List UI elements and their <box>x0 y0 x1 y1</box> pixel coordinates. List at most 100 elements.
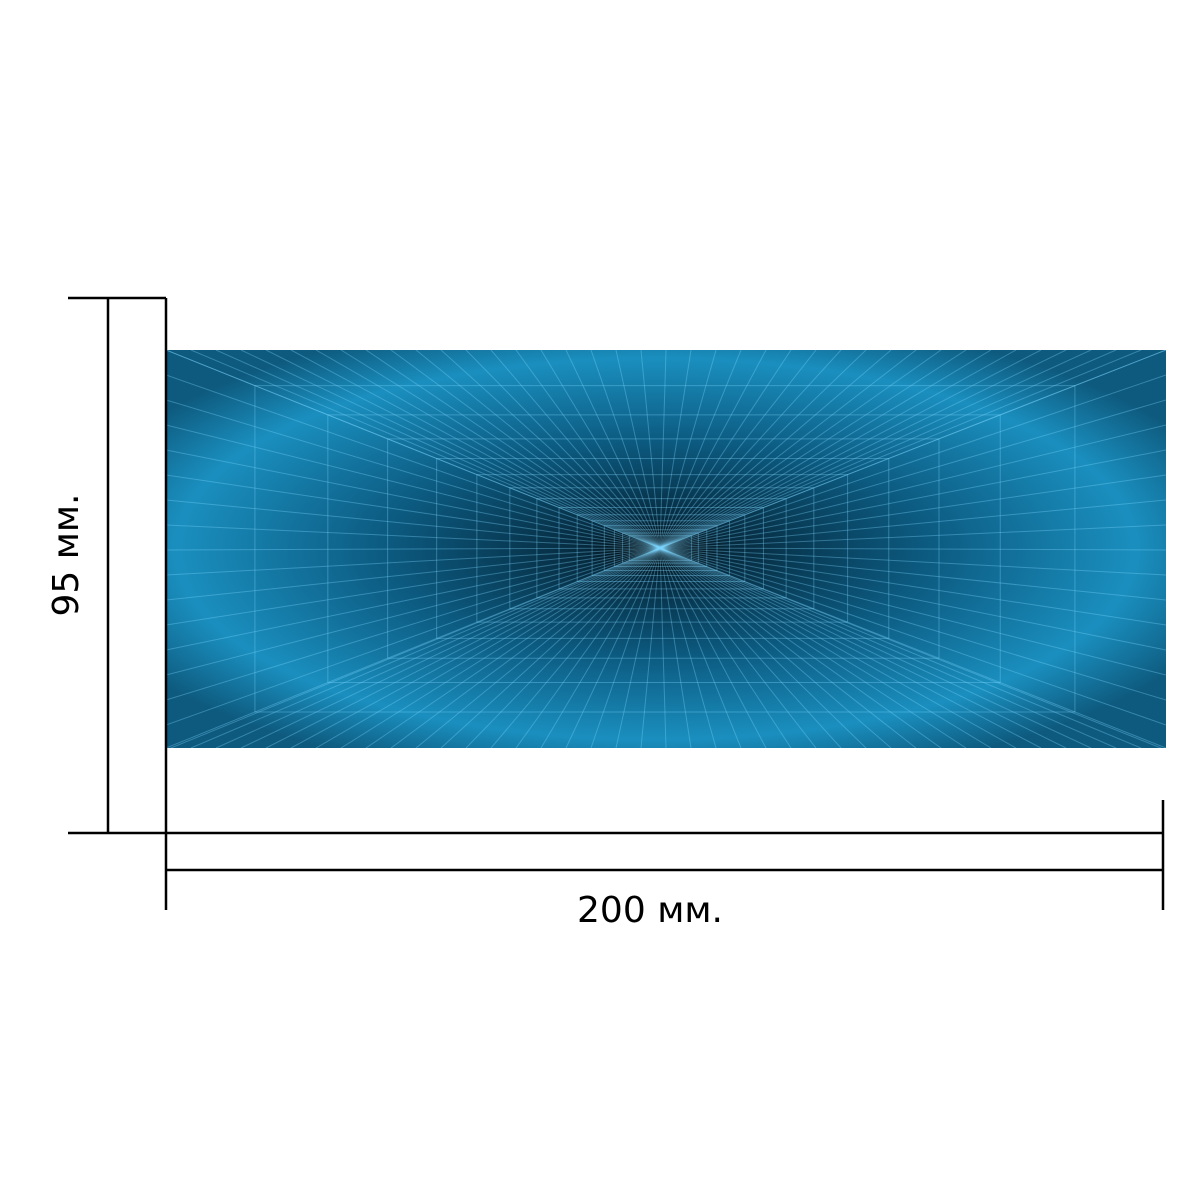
grid-line <box>440 350 661 549</box>
grid-line <box>615 547 661 748</box>
grid-line <box>166 547 661 748</box>
grid-line <box>659 350 1067 549</box>
grid-line <box>659 524 1166 549</box>
grid-line <box>490 350 661 549</box>
grid-line <box>659 350 1166 549</box>
grid-line <box>659 547 1163 748</box>
height-label: 95 мм. <box>46 493 87 616</box>
grid-line <box>415 350 661 549</box>
grid-line <box>659 547 1067 748</box>
grid-line <box>169 547 661 748</box>
grid-line <box>340 547 661 748</box>
grid-line <box>659 547 742 748</box>
grid-line <box>659 350 1017 549</box>
grid-line <box>540 350 661 549</box>
grid-line <box>659 350 942 549</box>
grid-line <box>659 547 1166 626</box>
grid-line <box>659 350 1166 549</box>
grid-line <box>590 350 661 549</box>
grid-line <box>659 350 917 549</box>
grid-line <box>659 350 817 549</box>
grid-line <box>659 547 1166 651</box>
grid-line <box>659 547 1092 748</box>
grid-line <box>659 547 1166 576</box>
grid-line <box>315 547 661 748</box>
grid-line <box>465 547 661 748</box>
grid-line <box>659 474 1166 549</box>
grid-line <box>166 547 661 626</box>
grid-line <box>659 350 1092 549</box>
grid-line <box>465 350 661 549</box>
grid-line <box>659 547 917 748</box>
grid-line <box>166 547 661 576</box>
grid-line <box>659 399 1166 549</box>
grid-line <box>659 350 1042 549</box>
grid-line <box>659 374 1166 549</box>
grid-line <box>515 547 661 748</box>
grid-line <box>166 547 661 601</box>
grid-line <box>659 424 1166 549</box>
grid-line <box>590 547 661 748</box>
grid-line <box>365 350 661 549</box>
grid-line <box>659 350 792 549</box>
grid-line <box>659 547 1166 601</box>
grid-line <box>215 350 661 549</box>
grid-line <box>240 547 661 748</box>
grid-line <box>659 350 767 549</box>
grid-line <box>659 350 742 549</box>
grid-line <box>659 449 1166 549</box>
grid-line <box>315 350 661 549</box>
grid-line <box>340 350 661 549</box>
grid-line <box>190 350 661 549</box>
grid-line <box>659 547 1142 748</box>
grid-line <box>166 547 661 726</box>
grid-line <box>290 350 661 549</box>
grid-line <box>659 547 817 748</box>
grid-line <box>166 547 661 701</box>
grid-line <box>659 547 867 748</box>
tunnel-grid <box>166 350 1166 748</box>
grid-line <box>659 350 692 549</box>
grid-line <box>490 547 661 748</box>
grid-line <box>659 547 1042 748</box>
grid-line <box>659 499 1166 549</box>
grid-line <box>659 547 1166 551</box>
grid-line <box>659 350 992 549</box>
grid-line <box>640 547 661 748</box>
grid-line <box>166 499 661 549</box>
grid-line <box>415 547 661 748</box>
grid-line <box>166 399 661 549</box>
grid-line <box>565 547 661 748</box>
print-image <box>166 350 1166 748</box>
grid-line <box>390 547 661 748</box>
grid-line <box>615 350 661 549</box>
width-label: 200 мм. <box>577 890 723 931</box>
grid-line <box>659 350 842 549</box>
grid-line <box>190 547 661 748</box>
grid-line <box>659 350 867 549</box>
grid-line <box>166 547 661 676</box>
grid-line <box>166 449 661 549</box>
grid-line <box>659 547 942 748</box>
grid-line <box>659 547 717 748</box>
grid-line <box>659 547 1166 676</box>
grid-line <box>659 547 1166 748</box>
grid-line <box>659 350 1117 549</box>
grid-line <box>659 350 1142 549</box>
grid-line <box>659 547 667 748</box>
grid-line <box>659 350 967 549</box>
grid-line <box>659 547 892 748</box>
grid-line <box>166 474 661 549</box>
grid-line <box>166 547 661 551</box>
grid-line <box>565 350 661 549</box>
grid-line <box>290 547 661 748</box>
grid-line <box>215 547 661 748</box>
grid-line <box>659 547 1017 748</box>
grid-line <box>540 547 661 748</box>
grid-line <box>659 350 717 549</box>
grid-line <box>166 350 661 549</box>
grid-line <box>640 350 661 549</box>
grid-line <box>659 350 667 549</box>
